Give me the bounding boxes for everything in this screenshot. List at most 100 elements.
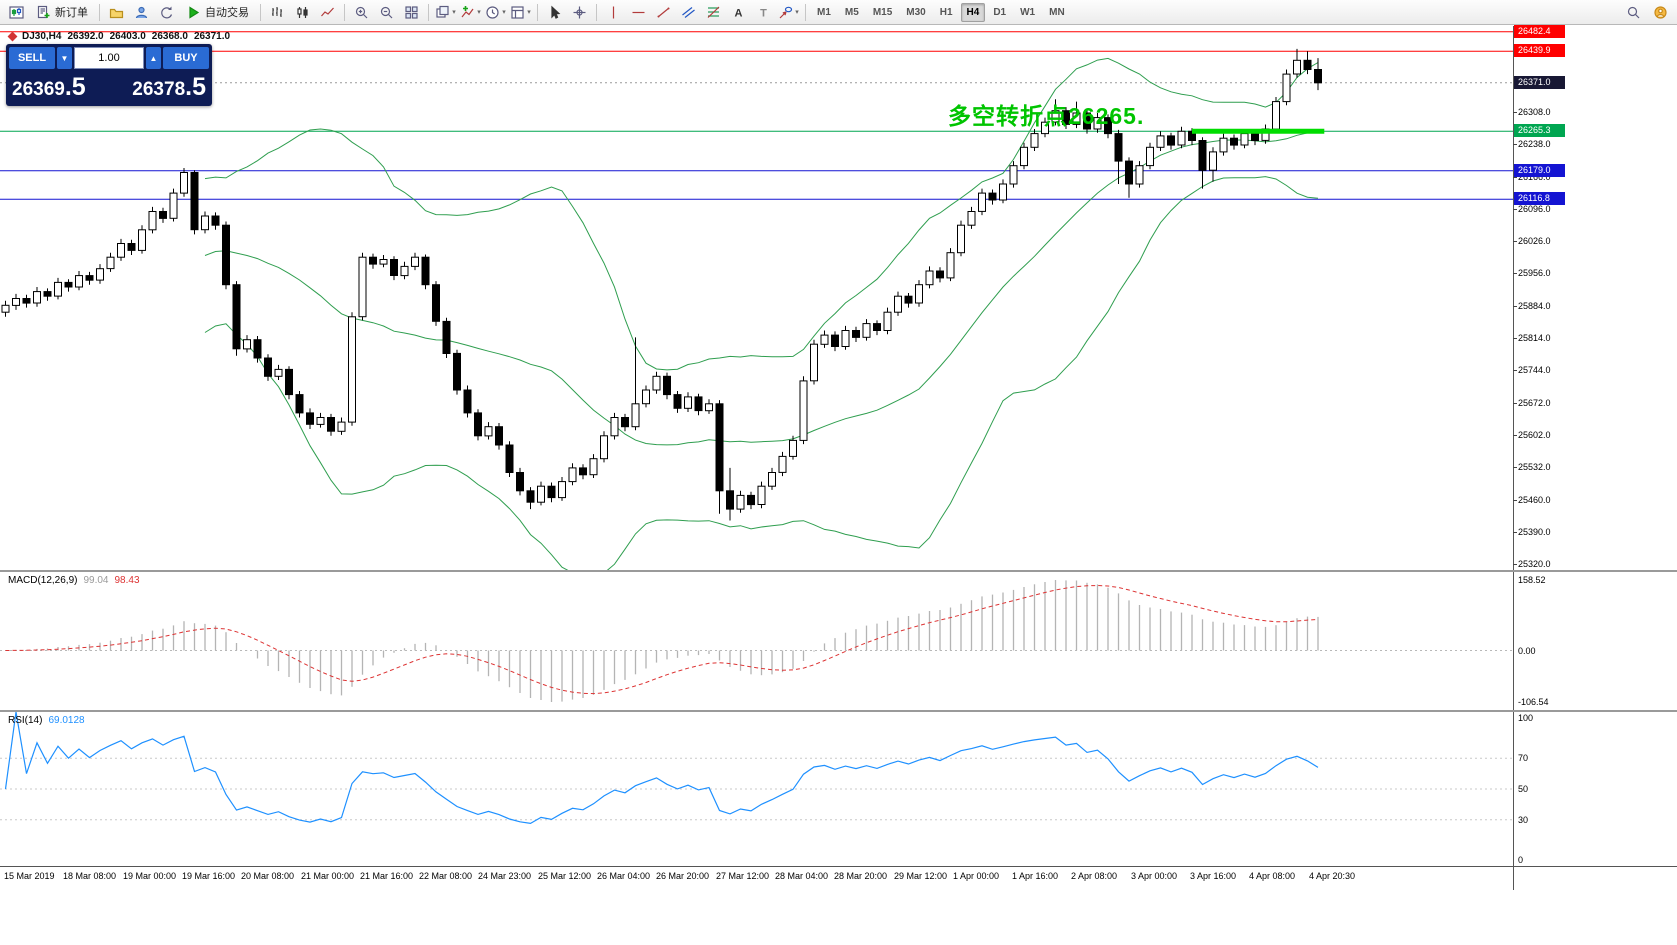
toolbar-separator [260,3,261,21]
buy-price[interactable]: 26378.5 [132,73,206,101]
macd-axis-label: 0.00 [1518,646,1536,656]
macd-panel-splitter[interactable] [0,570,1677,572]
time-label: 4 Apr 20:30 [1309,871,1356,881]
time-label: 24 Mar 23:00 [478,871,532,881]
new-order-button[interactable]: 新订单 [29,1,95,24]
price-tick-mark [1513,273,1517,274]
trendline-button[interactable] [651,1,676,24]
market-watch-icon[interactable] [129,1,154,24]
time-label: 21 Mar 00:00 [301,871,355,881]
shapes-icon [779,6,793,18]
price-tick-mark [1513,241,1517,242]
timeframe-m30[interactable]: M30 [906,6,926,18]
time-label: 29 Mar 12:00 [894,871,948,881]
fibonacci-button[interactable] [701,1,726,24]
ohlc-low: 26368.0 [151,31,188,42]
crosshair-button[interactable] [567,1,592,24]
toolbar-separator [344,3,345,21]
terminal-icon[interactable] [4,1,29,24]
hline-icon [632,11,645,13]
community-button[interactable] [1648,1,1673,24]
macd-header: MACD(12,26,9) 99.04 98.43 [8,575,140,586]
toolbar-separator [99,3,100,21]
time-label: 3 Apr 16:00 [1190,871,1237,881]
navigator-icon-icon [161,6,173,18]
line-chart-button[interactable] [315,1,340,24]
volume-input[interactable] [74,47,144,69]
time-label: 19 Mar 00:00 [123,871,177,881]
price-chart-canvas[interactable] [0,26,1513,570]
bar-chart-icon [272,6,282,17]
timeframe-m1[interactable]: M1 [817,6,831,18]
ohlc-close: 26371.0 [193,31,231,42]
cursor-button[interactable] [542,1,567,24]
timeframe-d1[interactable]: D1 [993,6,1007,18]
macd-signal-value: 98.43 [114,575,140,586]
tile-windows-button[interactable] [399,1,424,24]
zoom-out-button[interactable] [374,1,399,24]
macd-main-value: 99.04 [83,575,109,586]
time-label: 19 Mar 16:00 [182,871,236,881]
templates-button[interactable]: ▾ [508,1,533,24]
arrange-windows-icon [436,5,449,18]
timeframe-m15[interactable]: M15 [872,6,893,18]
timeframe-h4[interactable]: H4 [960,2,986,22]
zoom-out-icon [380,6,393,18]
hline-button[interactable] [626,1,651,24]
time-label: 25 Mar 12:00 [538,871,592,881]
bar-chart-button[interactable] [265,1,290,24]
sell-price[interactable]: 26369.5 [12,73,86,101]
rsi-canvas[interactable] [0,712,1513,866]
text-button[interactable]: A [726,1,751,24]
timeframe-mn[interactable]: MN [1049,6,1065,18]
current-price-label: 26371.0 [1514,76,1565,89]
time-label: 2 Apr 08:00 [1071,871,1118,881]
macd-canvas[interactable] [0,572,1513,710]
auto-trading-button[interactable]: 自动交易 [179,1,256,24]
timeframe-w1[interactable]: W1 [1020,6,1036,18]
price-line-label: 26116.8 [1514,192,1565,205]
cursor-icon [551,5,561,19]
svg-text:A: A [735,7,743,19]
price-tick-label: 25532.0 [1518,462,1551,472]
toolbar-separator [805,3,806,21]
profiles-icon[interactable] [104,1,129,24]
chevron-down-icon: ▾ [452,9,456,16]
one-click-trade-panel: SELL ▼ ▲ BUY 26369.5 26378.5 [6,44,212,106]
zoom-in-button[interactable] [349,1,374,24]
periods-button[interactable]: ▾ [483,1,508,24]
rsi-value: 69.0128 [48,715,85,726]
profiles-icon-icon [109,8,124,18]
volume-decrease-button[interactable]: ▼ [57,47,72,69]
periods-icon [486,5,499,19]
buy-button[interactable]: BUY [163,47,209,69]
timeframe-m5[interactable]: M5 [844,6,859,18]
indicators-button[interactable]: ▾ [458,1,483,24]
candle-chart-button[interactable] [290,1,315,24]
channel-button[interactable] [676,1,701,24]
navigator-icon[interactable] [154,1,179,24]
search-button[interactable] [1621,1,1646,24]
label-button[interactable]: T [751,1,776,24]
shapes-button[interactable]: ▾ [776,1,801,24]
timeframe-h1[interactable]: H1 [939,6,953,18]
vline-button[interactable] [601,1,626,24]
price-tick-mark [1513,144,1517,145]
svg-text:T: T [760,7,767,19]
price-tick-label: 25320.0 [1518,559,1551,569]
ohlc-high: 26403.0 [109,31,146,42]
sell-button[interactable]: SELL [9,47,55,69]
rsi-panel-splitter[interactable] [0,710,1677,712]
arrange-windows-button[interactable]: ▾ [433,1,458,24]
time-label: 1 Apr 16:00 [1012,871,1059,881]
price-tick-label: 26308.0 [1518,107,1551,117]
text-icon: A [735,7,743,19]
chevron-down-icon: ▾ [477,9,481,16]
volume-increase-button[interactable]: ▲ [146,47,161,69]
price-tick-mark [1513,403,1517,404]
time-label: 20 Mar 08:00 [241,871,295,881]
time-label: 15 Mar 2019 [4,871,55,881]
toolbar: 新订单 自动交易 ▾ ▾ ▾ ▾ A T ▾ M1 M5 M15 M30 H1 H4 D1 W1 MN [0,0,1677,25]
price-line-label: 26179.0 [1514,164,1565,177]
chevron-down-icon: ▾ [502,9,506,16]
